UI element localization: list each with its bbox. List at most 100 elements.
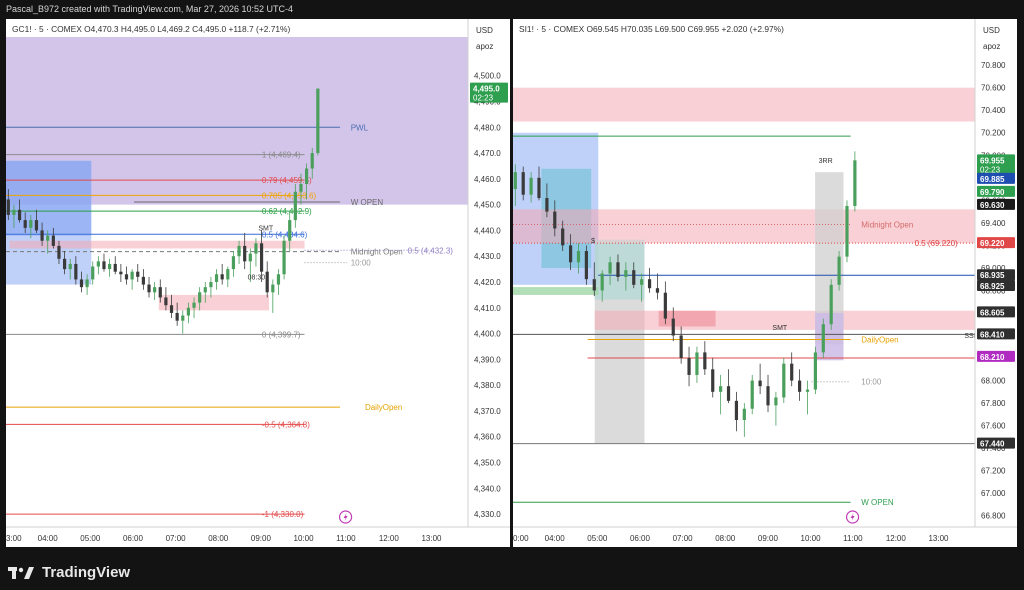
y-tick-label: 4,450.0 bbox=[474, 201, 501, 210]
y-tick-label: 4,420.0 bbox=[474, 278, 501, 287]
candle-body bbox=[576, 251, 581, 263]
candle-body bbox=[220, 274, 224, 280]
price-tag-value: 68.210 bbox=[980, 353, 1005, 362]
y-tick-label: 66.800 bbox=[981, 512, 1006, 521]
chart-credit: Pascal_B972 created with TradingView.com… bbox=[6, 4, 293, 14]
level-label: -0.5 (4,364.8) bbox=[262, 420, 310, 429]
y-tick-label: 67.400 bbox=[981, 444, 1006, 453]
candle-body bbox=[186, 307, 191, 316]
y-tick-label: 4,340.0 bbox=[474, 484, 501, 493]
level-label: 10:00 bbox=[861, 378, 882, 387]
candle-body bbox=[271, 284, 275, 293]
candle-body bbox=[695, 352, 699, 375]
candle-body bbox=[226, 269, 230, 280]
price-tag-value: 68.410 bbox=[980, 330, 1005, 339]
x-tick-label: 05:00 bbox=[587, 534, 608, 543]
tradingview-wordmark: TradingView bbox=[42, 564, 131, 581]
candle-body bbox=[130, 271, 134, 280]
y-tick-label: 67.600 bbox=[981, 422, 1006, 431]
candle-body bbox=[68, 263, 72, 270]
candle-body bbox=[91, 266, 95, 280]
price-tag-value: 4,495.0 bbox=[473, 85, 500, 94]
candle-body bbox=[711, 369, 715, 392]
price-tag bbox=[977, 350, 1015, 362]
price-axis-bg bbox=[468, 19, 510, 547]
zone-pink bbox=[513, 209, 975, 244]
candle-body bbox=[169, 305, 174, 313]
candle-body bbox=[34, 220, 39, 231]
price-tag bbox=[977, 154, 1015, 175]
candle-body bbox=[719, 386, 723, 392]
price-tag bbox=[977, 269, 1015, 281]
y-tick-label: 70.400 bbox=[981, 106, 1006, 115]
y-tick-label: 4,380.0 bbox=[474, 381, 501, 390]
axis-mode-label: apoz bbox=[983, 42, 1000, 51]
level-label: 0 (4,399.7) bbox=[262, 330, 301, 339]
candle-body bbox=[158, 287, 162, 298]
zone-pink_dark bbox=[658, 310, 716, 327]
gold-chart-svg[interactable]: 1 (4,469.4) PWL 0.79 (4,459.5) 0.705 (4,453… bbox=[6, 19, 510, 547]
zone-pink bbox=[158, 294, 269, 311]
candle-body bbox=[113, 263, 117, 272]
y-tick-label: 4,400.0 bbox=[474, 330, 501, 339]
candle-body bbox=[74, 263, 78, 280]
level-label: W OPEN bbox=[351, 198, 384, 207]
level-label: 1 (4,469.4) bbox=[262, 151, 301, 160]
candle-body bbox=[568, 245, 573, 263]
y-tick-label: 70.200 bbox=[981, 129, 1006, 138]
candle-body bbox=[616, 262, 620, 277]
candle-body bbox=[584, 251, 588, 280]
price-tag-value: 67.440 bbox=[980, 440, 1005, 449]
x-tick-label: 04:00 bbox=[38, 534, 59, 543]
zone-pink bbox=[9, 240, 305, 249]
candle-body bbox=[632, 270, 636, 285]
price-tag bbox=[977, 185, 1015, 197]
y-tick-label: 4,440.0 bbox=[474, 226, 501, 235]
candle-body bbox=[57, 245, 61, 259]
gold-chart-panel[interactable]: 1 (4,469.4) PWL 0.79 (4,459.5) 0.705 (4,453… bbox=[6, 19, 510, 547]
y-tick-label: 4,390.0 bbox=[474, 355, 501, 364]
candle-body bbox=[782, 363, 786, 398]
candle-body bbox=[703, 352, 707, 370]
y-tick-label: 67.200 bbox=[981, 467, 1006, 476]
candle-body bbox=[62, 258, 67, 270]
candle-body bbox=[198, 292, 202, 303]
candle-body bbox=[813, 352, 817, 390]
level-label: 0.79 (4,459.5) bbox=[262, 176, 312, 185]
candle-body bbox=[282, 240, 286, 275]
price-tag bbox=[977, 306, 1015, 318]
chart-annotation: $ bbox=[591, 238, 595, 245]
candle-body bbox=[513, 172, 517, 190]
candle-body bbox=[624, 270, 628, 277]
candle-body bbox=[592, 279, 596, 291]
y-tick-label: 70.600 bbox=[981, 84, 1006, 93]
tradingview-logo[interactable]: TradingView bbox=[8, 561, 168, 585]
candle-body bbox=[790, 363, 794, 381]
candle-body bbox=[141, 276, 145, 285]
candle-body bbox=[265, 271, 269, 293]
y-tick-label: 68.000 bbox=[981, 377, 1006, 386]
silver-chart-panel[interactable]: Midnight Open 0.5 (69.220) DailyOpen 10:00 W… bbox=[513, 19, 1017, 547]
y-tick-label: 4,330.0 bbox=[474, 510, 501, 519]
candle-body bbox=[304, 168, 309, 184]
candle-body bbox=[164, 297, 168, 306]
candle-body bbox=[276, 274, 281, 285]
candle-body bbox=[663, 292, 667, 319]
x-tick-label: 12:00 bbox=[379, 534, 400, 543]
candle-body bbox=[124, 274, 129, 280]
y-tick-label: 70.800 bbox=[981, 61, 1006, 70]
price-tag-value: 69.790 bbox=[980, 188, 1005, 197]
candle-body bbox=[12, 209, 16, 215]
y-tick-label: 68.800 bbox=[981, 286, 1006, 295]
x-tick-label: 05:00 bbox=[80, 534, 101, 543]
candle-body bbox=[837, 256, 841, 285]
price-tag-value: 69.630 bbox=[980, 201, 1005, 210]
x-tick-label: 09:00 bbox=[758, 534, 779, 543]
time-axis-bg bbox=[513, 527, 1017, 547]
candle-body bbox=[310, 153, 314, 169]
candle-body bbox=[248, 253, 252, 262]
candle-body bbox=[147, 284, 151, 293]
price-tag-value: 69.220 bbox=[980, 239, 1005, 248]
level-label: W OPEN bbox=[861, 498, 894, 507]
